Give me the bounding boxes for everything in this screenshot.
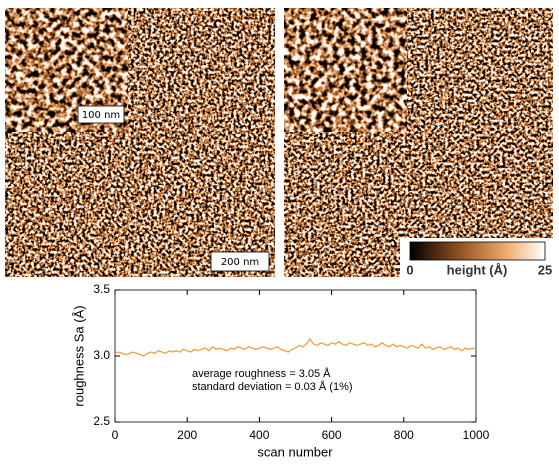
- x-tick-label: 1000: [463, 428, 490, 442]
- scale-label: 100 nm: [82, 110, 120, 121]
- afm-inset: [283, 7, 408, 133]
- y-axis-label: roughness Sa (Å): [71, 305, 86, 406]
- scale-box: [210, 251, 270, 272]
- x-tick-label: 0: [112, 428, 119, 442]
- x-tick-label: 600: [322, 428, 342, 442]
- y-tick-label: 3.0: [93, 348, 110, 362]
- y-tick-label: 2.5: [93, 414, 110, 428]
- scale-box: [77, 105, 125, 124]
- annotation: standard deviation = 0.03 Å (1%): [192, 380, 353, 393]
- x-tick-label: 800: [394, 428, 414, 442]
- annotation: average roughness = 3.05 Å: [192, 367, 331, 380]
- colorbar-label: height (Å): [447, 262, 508, 277]
- colorbar-tick-label: 25: [538, 262, 552, 277]
- x-tick-label: 400: [249, 428, 269, 442]
- colorbar-tick-label: 0: [406, 262, 413, 277]
- scale-label: 200 nm: [221, 257, 259, 268]
- plot-frame: [114, 289, 477, 423]
- data-line: [114, 337, 477, 357]
- colorbar: [409, 241, 546, 261]
- y-tick-label: 3.5: [93, 282, 110, 296]
- x-tick-label: 200: [177, 428, 197, 442]
- x-axis-label: scan number: [257, 444, 333, 459]
